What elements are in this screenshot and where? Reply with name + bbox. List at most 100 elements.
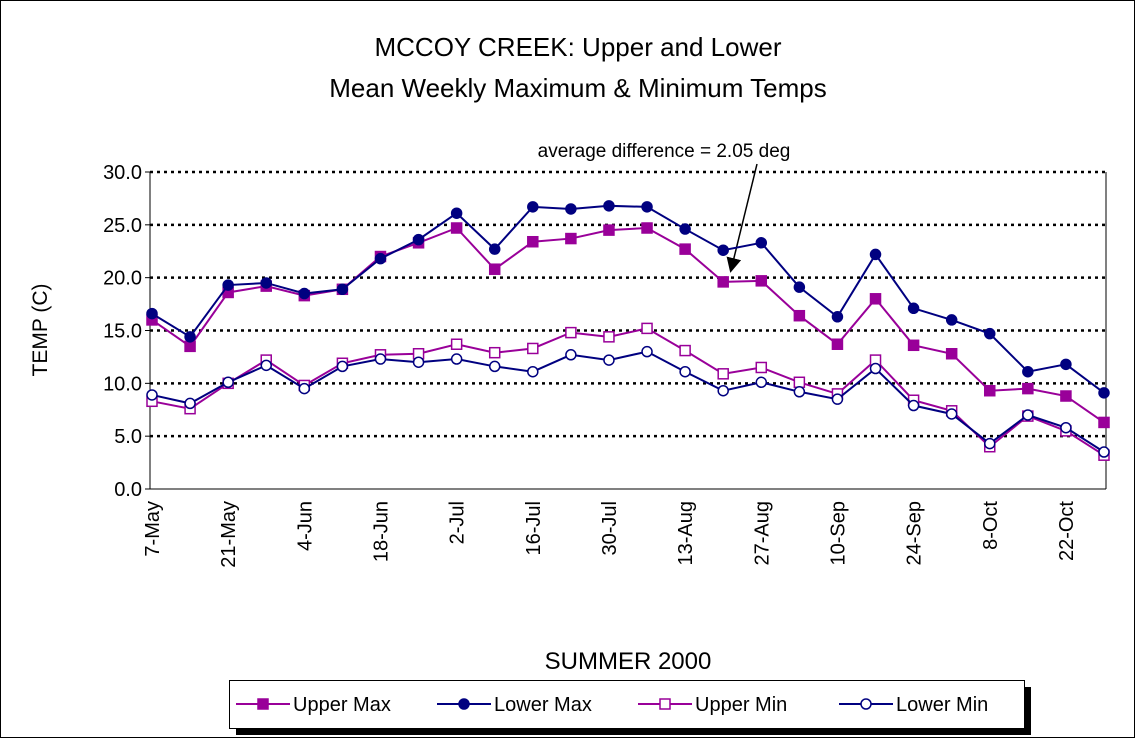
legend-marker	[659, 698, 671, 710]
marker	[527, 201, 539, 213]
legend-label: Upper Max	[293, 694, 391, 716]
marker	[869, 362, 882, 375]
marker	[146, 307, 158, 320]
marker	[374, 353, 387, 365]
marker	[793, 376, 806, 389]
x-tick-label: 16-Jul	[523, 501, 545, 555]
marker	[412, 233, 425, 246]
marker	[527, 365, 539, 378]
marker	[184, 340, 196, 353]
marker	[755, 376, 768, 389]
x-tick-label: 18-Jun	[370, 501, 392, 562]
marker	[869, 293, 882, 305]
marker	[527, 235, 539, 248]
marker	[374, 252, 387, 265]
marker	[755, 361, 768, 374]
x-tick-label: 7-May	[142, 501, 164, 557]
marker	[222, 279, 234, 291]
x-tick-label: 27-Aug	[751, 501, 773, 566]
marker	[260, 359, 272, 372]
marker	[641, 201, 653, 213]
y-tick-label: 10.0	[103, 373, 142, 395]
marker	[184, 397, 196, 410]
marker	[260, 277, 272, 289]
marker	[603, 354, 615, 366]
x-tick-label: 4-Jun	[294, 501, 316, 551]
marker	[717, 384, 729, 397]
marker	[755, 237, 768, 249]
x-tick-label: 8-Oct	[980, 501, 1002, 550]
marker	[907, 339, 920, 352]
x-tick-label: 10-Sep	[827, 501, 849, 566]
marker	[336, 283, 349, 296]
marker	[831, 393, 844, 405]
marker	[1098, 416, 1110, 429]
y-tick-label: 20.0	[103, 268, 142, 290]
marker	[793, 309, 806, 322]
marker	[907, 302, 920, 315]
marker	[184, 331, 196, 343]
legend-label: Upper Min	[695, 694, 787, 716]
chart-title: MCCOY CREEK: Upper and Lower	[374, 32, 781, 62]
marker	[641, 345, 653, 358]
marker	[945, 314, 958, 326]
marker	[945, 408, 958, 420]
marker	[1098, 387, 1110, 399]
marker	[1022, 382, 1034, 395]
legend-label: Lower Max	[494, 694, 592, 716]
x-tick-label: 24-Sep	[904, 501, 926, 566]
x-tick-label: 22-Oct	[1056, 501, 1078, 561]
marker	[945, 347, 958, 360]
y-axis-label: TEMP (C)	[29, 284, 52, 377]
marker	[488, 346, 501, 359]
legend-marker	[860, 698, 872, 710]
y-tick-label: 30.0	[103, 162, 142, 184]
marker	[717, 244, 729, 256]
y-tick-label: 25.0	[103, 215, 142, 237]
marker	[488, 360, 501, 373]
marker	[450, 222, 463, 234]
marker	[603, 200, 615, 212]
legend-marker	[257, 698, 269, 710]
y-tick-label: 0.0	[114, 479, 142, 501]
legend-label: Lower Min	[896, 694, 988, 716]
marker	[907, 399, 920, 412]
x-tick-label: 2-Jul	[447, 501, 469, 544]
marker	[793, 386, 806, 398]
marker	[527, 342, 539, 355]
marker	[450, 353, 463, 365]
marker	[641, 222, 653, 234]
marker	[488, 263, 501, 275]
chart-title: Mean Weekly Maximum & Minimum Temps	[329, 73, 827, 103]
marker	[1060, 390, 1072, 402]
marker	[1022, 365, 1034, 378]
marker	[603, 224, 615, 236]
series-line	[151, 226, 1105, 424]
annotation: average difference = 2.05 deg	[538, 141, 791, 162]
marker	[793, 281, 806, 293]
marker	[755, 275, 768, 287]
marker	[298, 287, 311, 300]
marker	[984, 384, 996, 397]
y-tick-label: 15.0	[103, 321, 142, 343]
marker	[984, 437, 996, 450]
marker	[565, 232, 577, 245]
marker	[679, 365, 691, 378]
marker	[565, 203, 577, 215]
y-tick-label: 5.0	[114, 426, 142, 448]
legend-marker	[458, 698, 470, 710]
marker	[717, 276, 729, 288]
marker	[679, 223, 691, 235]
marker	[565, 326, 577, 339]
marker	[450, 207, 463, 219]
marker	[831, 338, 844, 350]
marker	[450, 338, 463, 350]
marker	[603, 331, 615, 343]
marker	[717, 368, 729, 380]
x-tick-label: 30-Jul	[599, 501, 621, 555]
marker	[984, 327, 996, 340]
annotation-arrow	[726, 163, 758, 273]
marker	[641, 322, 653, 335]
marker	[488, 243, 501, 255]
